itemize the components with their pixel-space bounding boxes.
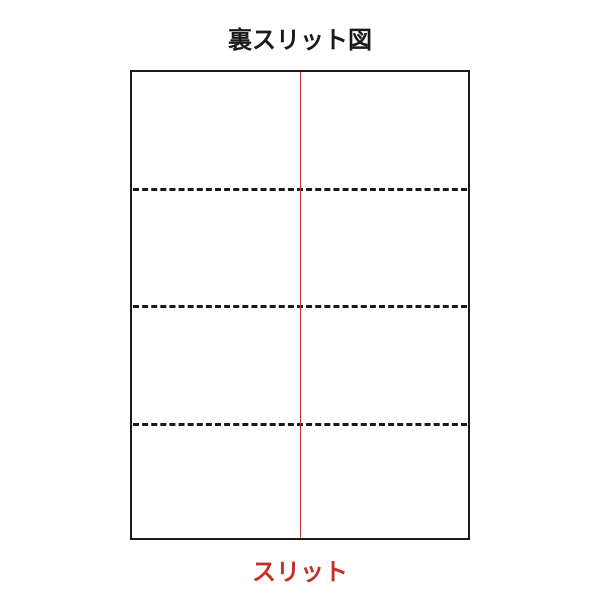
sheet-diagram (130, 70, 470, 540)
slit-line (300, 72, 301, 538)
diagram-title: 裏スリット図 (228, 20, 372, 55)
slit-label: スリット (252, 552, 348, 587)
